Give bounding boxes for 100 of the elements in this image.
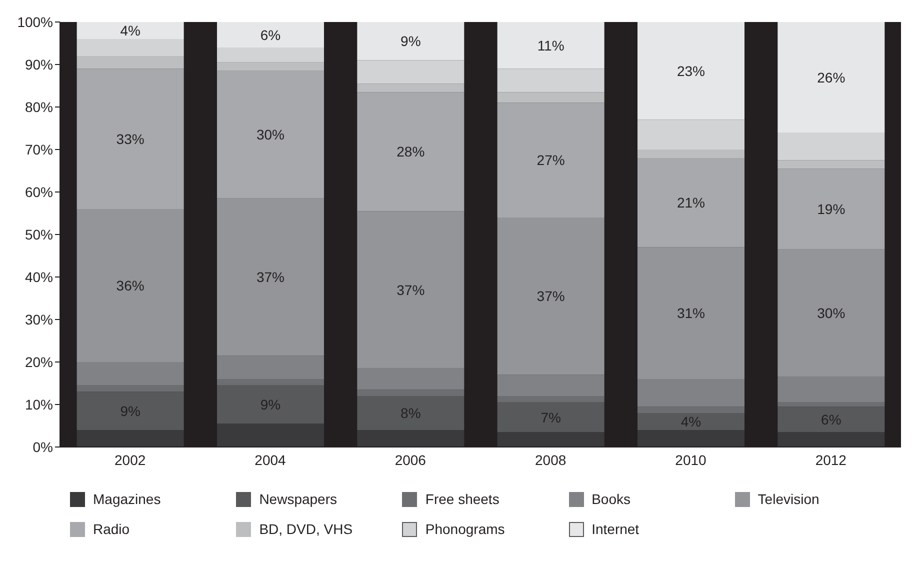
bar [357,60,464,84]
bar [497,432,604,447]
data-label: 19% [817,201,846,217]
bar [216,379,324,386]
bar [778,402,885,407]
data-label: 8% [400,405,421,421]
bar [637,430,744,447]
data-label: 21% [676,194,705,211]
bar [637,379,744,407]
data-label: 4% [680,414,702,430]
y-tick-label: 10% [24,396,53,412]
legend-label: Internet [592,521,640,537]
bar [637,413,744,430]
y-tick-label: 90% [24,56,53,72]
bar [497,402,604,432]
bar [76,392,184,430]
bar [778,376,885,402]
bar [637,158,744,248]
data-label: 37% [256,269,284,285]
legend-label: Phonograms [425,521,505,537]
data-label: 11% [537,37,564,54]
bar [357,368,464,390]
x-tick-label: 2012 [815,452,847,468]
y-tick-label: 70% [24,141,53,158]
legend-label: Television [758,491,820,507]
data-label: 9% [120,402,140,419]
bar [76,430,184,447]
data-label: 9% [260,396,281,412]
y-tick-label: 50% [24,226,53,242]
data-label: 30% [256,126,284,143]
x-tick-label: 2010 [675,452,707,468]
legend-label: BD, DVD, VHS [259,521,353,537]
data-label: 6% [260,26,281,43]
bar [497,92,604,103]
data-label: 6% [821,411,842,428]
data-label: 33% [116,130,144,147]
bar [76,39,184,56]
data-label: 26% [817,69,846,86]
data-label: 31% [676,305,705,322]
bar [357,84,464,92]
bar [637,22,744,120]
bar [497,22,604,69]
legend-label: Books [592,491,631,507]
bar [216,62,324,71]
legend-label: Newspapers [259,491,338,507]
legend-label: Free sheets [425,491,500,507]
bar [357,22,464,60]
bar [778,432,885,447]
bar [497,68,604,92]
bar [778,22,885,132]
bar [216,424,324,447]
bar [357,390,464,396]
bar [76,68,184,209]
bar [357,92,464,212]
bar [216,22,324,48]
bar [357,211,464,368]
bar [778,132,885,160]
y-tick-label: 60% [24,184,53,200]
y-tick-label: 0% [32,438,53,455]
bar [216,48,324,62]
data-label: 9% [400,33,421,50]
bar [76,56,184,69]
bar [778,406,885,432]
x-tick-label: 2004 [254,452,286,468]
x-tick-label: 2006 [394,452,426,468]
data-label: 30% [817,305,846,322]
legend-label: Magazines [93,491,161,507]
x-tick-label: 2002 [114,452,146,468]
bar [357,396,464,430]
legend-label: Radio [93,521,130,537]
data-label: 23% [676,62,705,79]
x-tick-label: 2008 [535,452,566,468]
bar [216,356,324,379]
data-label: 36% [116,278,144,294]
bar [357,430,464,447]
bar [497,374,604,396]
data-label: 37% [396,282,425,298]
bar [216,385,324,424]
data-label: 37% [536,288,565,304]
bar [778,168,885,250]
bar [778,160,885,169]
data-label: 4% [120,22,140,38]
y-tick-label: 20% [24,354,53,370]
bar [637,247,744,379]
y-tick-label: 40% [24,268,53,285]
bar [637,150,744,158]
y-tick-label: 100% [17,14,53,30]
bar [497,102,604,218]
bar [497,218,604,375]
bar [76,362,184,386]
bar [637,120,744,150]
data-label: 7% [540,409,561,426]
bar [216,70,324,198]
bar [778,249,885,377]
bar [637,406,744,413]
y-tick-label: 30% [24,311,53,328]
bar [76,209,184,362]
y-tick-label: 80% [24,98,53,115]
bar [76,22,184,39]
data-label: 27% [536,152,565,168]
